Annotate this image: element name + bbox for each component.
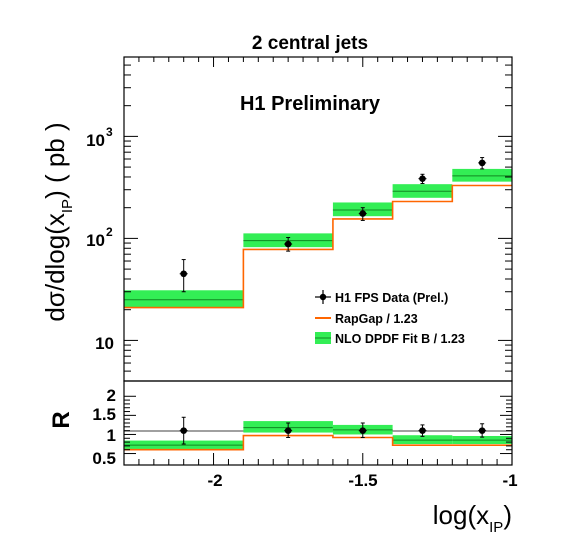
legend-entry-data: H1 FPS Data (Prel.) (315, 290, 448, 305)
ratio-data-point (358, 422, 367, 439)
xtick-label-m15: -1.5 (348, 471, 377, 490)
ratio-band-bin (392, 435, 453, 444)
ytick-100-base: 10 (86, 231, 105, 250)
legend-entry-nlo: NLO DPDF Fit B / 1.23 (315, 332, 465, 346)
ratio-data-point (179, 416, 188, 445)
main-data-point (284, 237, 293, 252)
main-band-bin (452, 168, 512, 182)
legend-label-nlo: NLO DPDF Fit B / 1.23 (335, 332, 465, 346)
xtick-label-m2: -2 (207, 471, 222, 490)
ratio-data-point (284, 422, 293, 439)
h1-preliminary-label: H1 Preliminary (240, 93, 381, 115)
main-data-point (478, 157, 487, 170)
main-data-marker (359, 210, 367, 217)
ylabel-sub: IP (59, 199, 76, 213)
legend-data-marker (319, 293, 327, 301)
main-data-marker (180, 270, 187, 278)
main-data-marker (419, 175, 426, 182)
rtick-label-15: 1.5 (92, 405, 116, 424)
chart-title: 2 central jets (252, 33, 368, 54)
main-band-bin (124, 290, 244, 308)
svg-text:dσ/dlog(xIP) ( pb ): dσ/dlog(xIP) ( pb ) (40, 122, 76, 321)
rtick-label-2: 2 (107, 386, 116, 405)
ylabel-suffix: ) ( pb ) (40, 122, 70, 199)
ratio-data-marker (359, 427, 367, 434)
ratio-data-point (478, 423, 487, 438)
xlabel: log(xIP) (433, 500, 512, 536)
main-data-marker (284, 240, 292, 248)
main-data-point (358, 207, 367, 221)
main-nlo-band (124, 168, 512, 308)
ytick-1000-base: 10 (86, 131, 105, 150)
ylabel-prefix: dσ/dlog(x (40, 213, 70, 322)
main-data-marker (478, 159, 486, 167)
ratio-ylabel: R (48, 411, 75, 428)
ytick-1000-exp: 3 (106, 125, 113, 139)
ytick-label-10: 10 (95, 334, 114, 353)
main-data-points (179, 157, 487, 293)
ytick-label-1000: 10 (86, 131, 105, 150)
ytick-label-100: 10 (86, 231, 105, 250)
ratio-rapgap-line (124, 434, 512, 451)
main-data-point (418, 173, 427, 185)
xlabel-sub: IP (489, 519, 503, 536)
xlabel-prefix: log(x (433, 500, 489, 530)
ratio-rapgap-step (124, 434, 512, 451)
legend: H1 FPS Data (Prel.) RapGap / 1.23 NLO DP… (315, 290, 465, 346)
ratio-data-point (418, 424, 427, 437)
ratio-data-points (179, 416, 487, 445)
ytick-100-exp: 2 (106, 225, 113, 239)
rtick-label-05: 0.5 (92, 449, 116, 468)
main-data-point (179, 259, 188, 293)
xtick-label-m1: -1 (502, 471, 517, 490)
rtick-label-1: 1 (107, 426, 116, 445)
ratio-data-marker (180, 427, 187, 434)
ratio-data-marker (478, 427, 486, 434)
main-y-ticks (123, 56, 513, 382)
xlabel-suffix: ) (503, 500, 512, 530)
ratio-data-marker (419, 427, 426, 434)
ratio-data-marker (284, 427, 292, 434)
main-ylabel: dσ/dlog(xIP) ( pb ) (40, 122, 76, 321)
ratio-ticks (123, 395, 513, 465)
legend-label-data: H1 FPS Data (Prel.) (335, 291, 448, 305)
legend-label-rapgap: RapGap / 1.23 (335, 312, 418, 326)
legend-entry-rapgap: RapGap / 1.23 (315, 312, 418, 326)
